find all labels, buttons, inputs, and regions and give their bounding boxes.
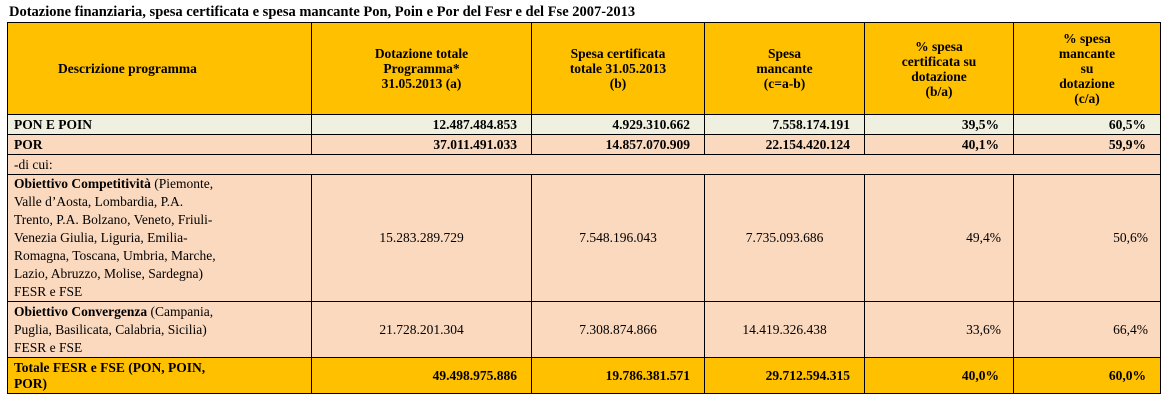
row-label-text: Valle d’Aosta, Lombardia, P.A.: [14, 194, 184, 209]
cell-pct-mancante: 59,9%: [1013, 134, 1161, 155]
header-spesa-mancante: Spesa mancante (c=a-b): [704, 22, 865, 115]
cell-spesa-certificata: 4.929.310.662: [531, 114, 705, 135]
row-label-text: Totale FESR e FSE (PON, POIN,: [14, 359, 206, 375]
table-row-di-cui: -di cui:: [7, 154, 1161, 175]
cell-dotazione: 15.283.289.729: [311, 174, 532, 302]
row-label-text: (Campania,: [150, 303, 214, 319]
header-dotazione-line: Dotazione totale: [374, 46, 469, 61]
header-pct-manc-line: mancante: [1058, 46, 1116, 61]
header-pct-manc-line: dotazione: [1059, 76, 1115, 91]
row-label-competitivita: Obiettivo Competitività (Piemonte, Valle…: [7, 174, 312, 302]
row-label-bold: Obiettivo Convergenza: [14, 303, 148, 319]
financial-table: Descrizione programma Dotazione totale P…: [7, 22, 1161, 394]
cell-spesa-mancante: 22.154.420.124: [704, 134, 865, 155]
header-pct-cert-line: dotazione: [911, 68, 967, 84]
header-pct-manc-line: su: [1080, 61, 1094, 76]
cell-spesa-mancante: 7.735.093.686: [704, 174, 865, 302]
header-pct-cert-line: % spesa: [915, 38, 963, 54]
header-dotazione-line: Programma*: [383, 61, 460, 76]
cell-spesa-mancante: 14.419.326.438: [704, 301, 865, 358]
cell-pct-mancante: 60,0%: [1013, 357, 1161, 394]
header-spesa-certificata: Spesa certificata totale 31.05.2013 (b): [531, 22, 705, 115]
header-spesa-cert-line: Spesa certificata: [570, 46, 666, 61]
row-label-text: Lazio, Abruzzo, Molise, Sardegna): [14, 266, 203, 281]
header-row: Descrizione programma Dotazione totale P…: [7, 22, 1161, 115]
table-row-por: POR 37.011.491.033 14.857.070.909 22.154…: [7, 134, 1161, 155]
row-label-text: (Piemonte,: [154, 176, 214, 191]
cell-pct-mancante: 50,6%: [1013, 174, 1161, 302]
cell-pct-certificata: 40,1%: [864, 134, 1014, 155]
header-pct-mancante: % spesa mancante su dotazione (c/a): [1013, 22, 1161, 115]
row-label-bold: Obiettivo Competitività: [14, 176, 151, 191]
cell-spesa-mancante: 7.558.174.191: [704, 114, 865, 135]
cell-dotazione: 21.728.201.304: [311, 301, 532, 358]
table-row-pon-poin: PON E POIN 12.487.484.853 4.929.310.662 …: [7, 114, 1161, 135]
header-spesa-cert-line: (b): [609, 76, 627, 91]
row-label: PON E POIN: [7, 114, 312, 135]
header-spesa-cert-line: totale 31.05.2013: [569, 61, 667, 76]
header-spesa-manc-line: (c=a-b): [763, 76, 806, 91]
cell-spesa-certificata: 14.857.070.909: [531, 134, 705, 155]
cell-dotazione: 37.011.491.033: [311, 134, 532, 155]
row-label-text: Trento, P.A. Bolzano, Veneto, Friuli-: [14, 212, 213, 227]
row-label-text: Venezia Giulia, Liguria, Emilia-: [14, 230, 188, 245]
cell-spesa-certificata: 7.308.874.866: [531, 301, 705, 358]
table-title: Dotazione finanziaria, spesa certificata…: [9, 4, 636, 20]
cell-pct-certificata: 40,0%: [864, 357, 1014, 394]
cell-spesa-certificata: 19.786.381.571: [531, 357, 705, 394]
header-pct-certificata: % spesa certificata su dotazione (b/a): [864, 22, 1014, 115]
row-label-text: POR): [14, 375, 47, 391]
cell-pct-certificata: 39,5%: [864, 114, 1014, 135]
table-row-convergenza: Obiettivo Convergenza (Campania, Puglia,…: [7, 301, 1161, 358]
row-label-convergenza: Obiettivo Convergenza (Campania, Puglia,…: [7, 301, 312, 358]
row-label-text: FESR e FSE: [14, 284, 83, 299]
cell-pct-mancante: 60,5%: [1013, 114, 1161, 135]
table-row-competitivita: Obiettivo Competitività (Piemonte, Valle…: [7, 174, 1161, 302]
cell-spesa-mancante: 29.712.594.315: [704, 357, 865, 394]
cell-spesa-certificata: 7.548.196.043: [531, 174, 705, 302]
header-pct-manc-line: (c/a): [1074, 91, 1100, 106]
header-spesa-manc-line: mancante: [756, 61, 813, 76]
header-pct-manc-line: % spesa: [1063, 31, 1111, 46]
header-spesa-manc-line: Spesa: [767, 46, 801, 61]
header-pct-cert-line: certificata su: [901, 53, 977, 69]
row-label-text: Romagna, Toscana, Umbria, Marche,: [14, 248, 216, 263]
cell-pct-mancante: 66,4%: [1013, 301, 1161, 358]
header-dotazione: Dotazione totale Programma* 31.05.2013 (…: [311, 22, 532, 115]
table-row-totale: Totale FESR e FSE (PON, POIN, POR) 49.49…: [7, 357, 1161, 394]
row-label-text: Puglia, Basilicata, Calabria, Sicilia): [14, 321, 207, 337]
header-descrizione: Descrizione programma: [7, 22, 312, 115]
cell-dotazione: 12.487.484.853: [311, 114, 532, 135]
cell-pct-certificata: 33,6%: [864, 301, 1014, 358]
row-label-text: FESR e FSE: [14, 339, 83, 355]
cell-dotazione: 49.498.975.886: [311, 357, 532, 394]
row-label-di-cui: -di cui:: [7, 154, 1161, 175]
row-label: POR: [7, 134, 312, 155]
header-dotazione-line: 31.05.2013 (a): [381, 76, 462, 91]
header-pct-cert-line: (b/a): [925, 83, 953, 99]
cell-pct-certificata: 49,4%: [864, 174, 1014, 302]
row-label-totale: Totale FESR e FSE (PON, POIN, POR): [7, 357, 312, 394]
